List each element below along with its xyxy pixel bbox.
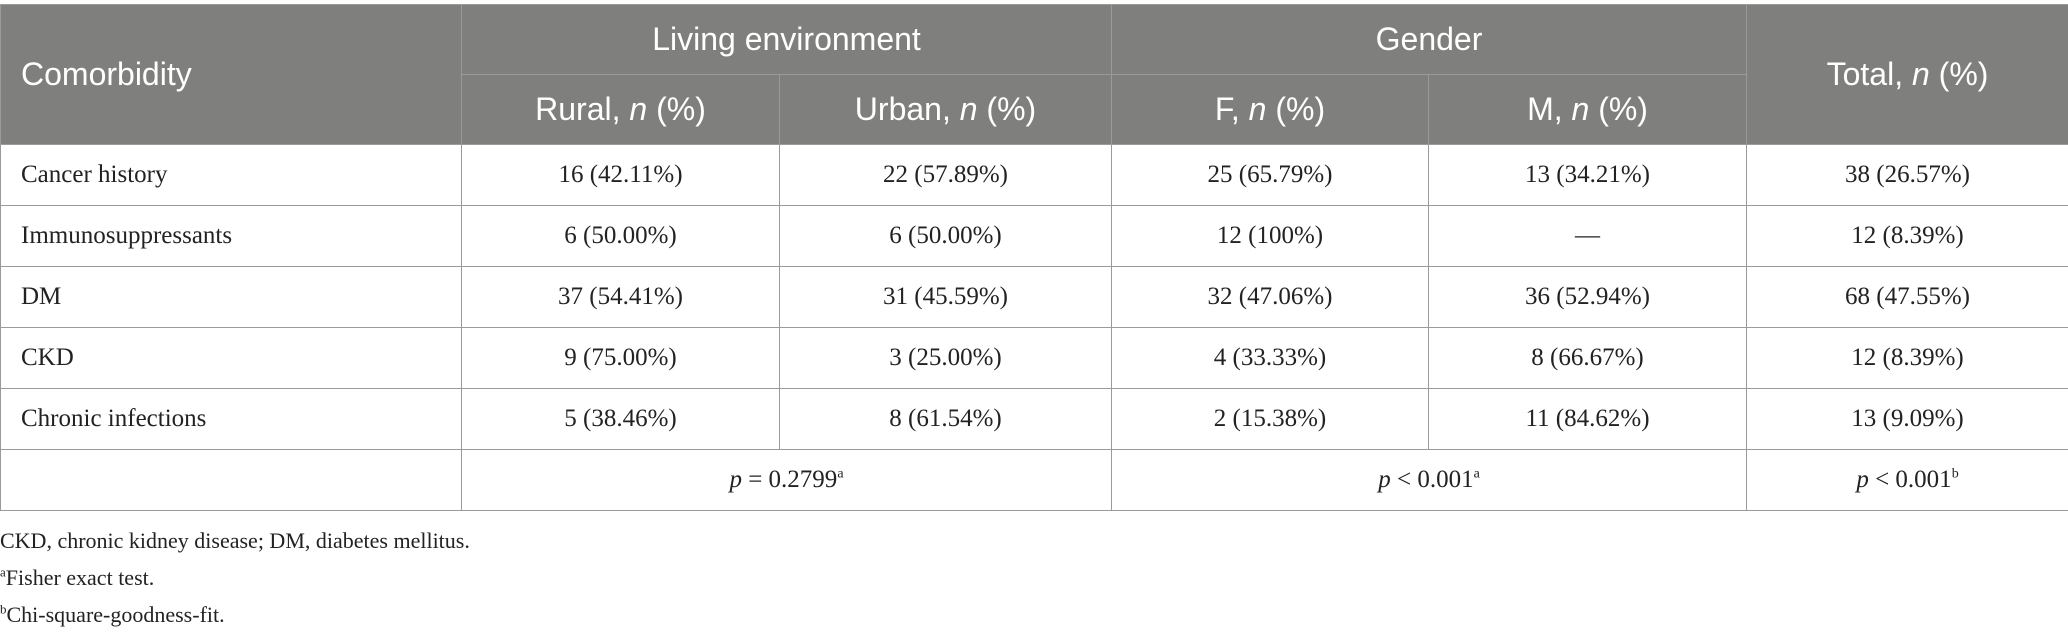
- total-cell: 13 (9.09%): [1746, 388, 2068, 450]
- row-label: Immunosuppressants: [0, 205, 462, 267]
- female-cell: 2 (15.38%): [1111, 388, 1429, 450]
- rural-cell: 37 (54.41%): [461, 266, 780, 328]
- header-row-2: Rural, n (%) Urban, n (%) F, n (%) M, n …: [1, 74, 2068, 145]
- table-row: DM 37 (54.41%) 31 (45.59%) 32 (47.06%) 3…: [0, 266, 2068, 328]
- rural-header: Rural, n (%): [461, 74, 780, 145]
- table-row: Cancer history 16 (42.11%) 22 (57.89%) 2…: [0, 144, 2068, 206]
- living-environment-header: Living environment: [461, 4, 1112, 75]
- total-cell: 68 (47.55%): [1746, 266, 2068, 328]
- male-cell: 36 (52.94%): [1427, 266, 1748, 328]
- gender-header: Gender: [1110, 4, 1748, 75]
- rural-cell: 9 (75.00%): [461, 327, 780, 389]
- total-cell: 38 (26.57%): [1746, 144, 2068, 206]
- male-cell: 13 (34.21%): [1427, 144, 1748, 206]
- row-label: CKD: [0, 327, 462, 389]
- male-header: M, n (%): [1427, 74, 1748, 145]
- gender-p-value: p < 0.001a: [1110, 449, 1748, 511]
- male-cell: 8 (66.67%): [1427, 327, 1748, 389]
- footnote-a: aFisher exact test.: [0, 564, 155, 590]
- empty-cell: [0, 449, 462, 511]
- female-header: F, n (%): [1111, 74, 1429, 145]
- urban-cell: 3 (25.00%): [779, 327, 1112, 389]
- female-cell: 12 (100%): [1111, 205, 1429, 267]
- urban-cell: 22 (57.89%): [779, 144, 1112, 206]
- rural-cell: 16 (42.11%): [461, 144, 780, 206]
- header-row-1: Comorbidity Living environment Gender To…: [0, 4, 2068, 145]
- female-cell: 4 (33.33%): [1111, 327, 1429, 389]
- male-cell: 11 (84.62%): [1427, 388, 1748, 450]
- rural-cell: 5 (38.46%): [461, 388, 780, 450]
- total-cell: 12 (8.39%): [1746, 327, 2068, 389]
- comorbidity-table: Comorbidity Living environment Gender To…: [0, 4, 2068, 511]
- p-value-row: p = 0.2799a p < 0.001a p < 0.001b: [0, 449, 2068, 511]
- male-cell: —: [1427, 205, 1748, 267]
- female-cell: 32 (47.06%): [1111, 266, 1429, 328]
- footnote-b: bChi-square-goodness-fit.: [0, 601, 225, 627]
- table-row: Immunosuppressants 6 (50.00%) 6 (50.00%)…: [0, 205, 2068, 267]
- comorbidity-header: Comorbidity: [0, 4, 462, 145]
- urban-header: Urban, n (%): [779, 74, 1112, 145]
- row-label: Cancer history: [0, 144, 462, 206]
- urban-cell: 8 (61.54%): [779, 388, 1112, 450]
- living-p-value: p = 0.2799a: [461, 449, 1112, 511]
- table-footnotes: CKD, chronic kidney disease; DM, diabete…: [0, 522, 470, 633]
- row-label: DM: [0, 266, 462, 328]
- row-label: Chronic infections: [0, 388, 462, 450]
- total-header: Total, n (%): [1746, 4, 2068, 145]
- abbreviation-note: CKD, chronic kidney disease; DM, diabete…: [0, 528, 470, 553]
- female-cell: 25 (65.79%): [1111, 144, 1429, 206]
- total-p-value: p < 0.001b: [1746, 449, 2068, 511]
- total-cell: 12 (8.39%): [1746, 205, 2068, 267]
- table-row: Chronic infections 5 (38.46%) 8 (61.54%)…: [0, 388, 2068, 450]
- urban-cell: 31 (45.59%): [779, 266, 1112, 328]
- rural-cell: 6 (50.00%): [461, 205, 780, 267]
- urban-cell: 6 (50.00%): [779, 205, 1112, 267]
- table-row: CKD 9 (75.00%) 3 (25.00%) 4 (33.33%) 8 (…: [0, 327, 2068, 389]
